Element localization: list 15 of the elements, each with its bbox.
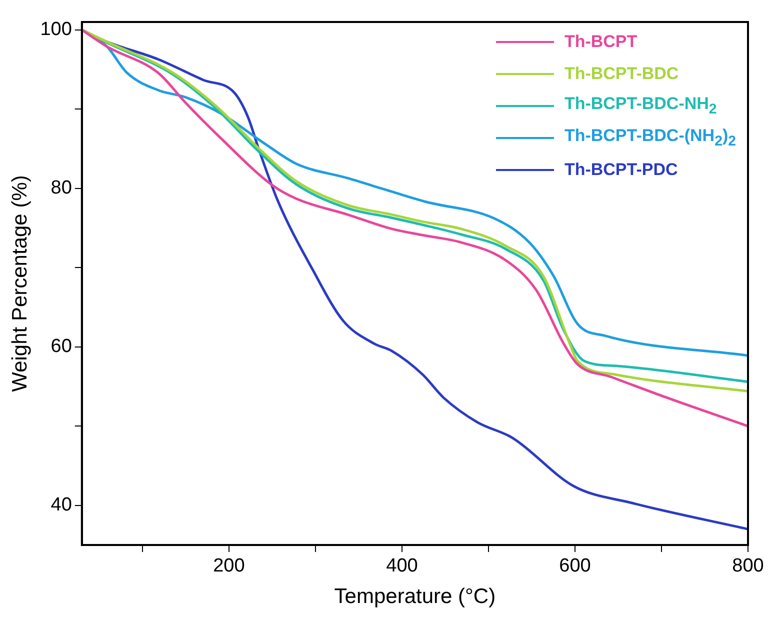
legend-label: Th-BCPT-BDC <box>564 64 679 84</box>
x-tick-label: 800 <box>732 556 764 577</box>
y-tick-label: 80 <box>50 178 72 199</box>
y-tick-label: 60 <box>50 336 72 358</box>
y-tick-label: 40 <box>50 494 72 516</box>
x-axis-title: Temperature (°C) <box>334 585 496 608</box>
y-tick-label: 100 <box>40 19 72 40</box>
legend-label: Th-BCPT <box>564 32 638 52</box>
legend-label: Th-BCPT-BDC-(NH$_{2}$)$_{2}$ <box>564 126 736 150</box>
x-tick-label: 400 <box>386 556 418 577</box>
x-tick-label: 200 <box>213 556 245 577</box>
legend-label: Th-BCPT-BDC-NH$_{2}$ <box>564 94 717 118</box>
x-tick-label: 600 <box>559 556 591 577</box>
legend-label: Th-BCPT-PDC <box>564 160 678 180</box>
y-axis-title: Weight Percentage (%) <box>8 175 32 392</box>
